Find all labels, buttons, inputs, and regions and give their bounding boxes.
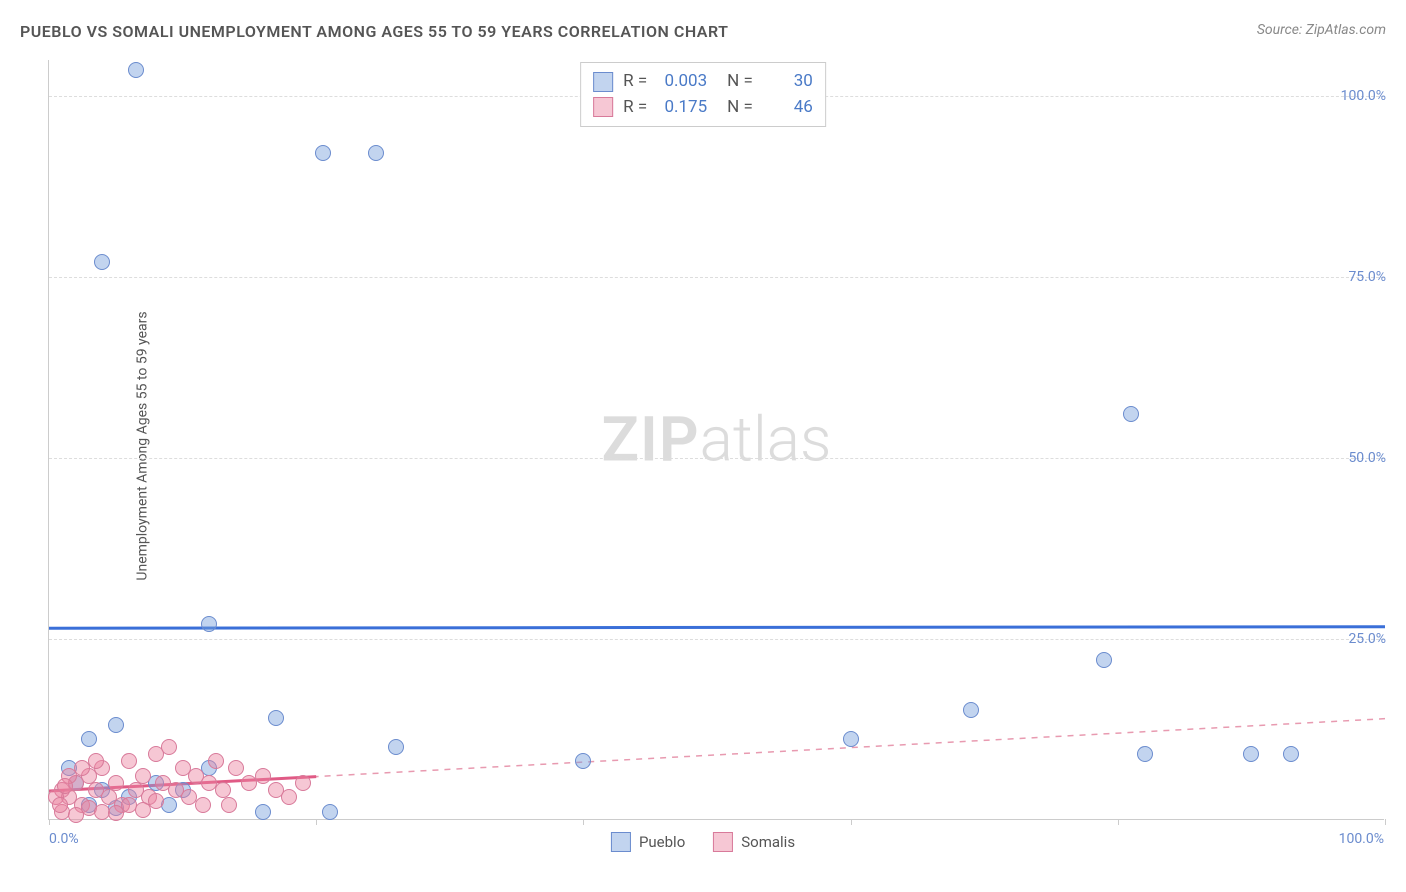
trend-line (49, 627, 1385, 628)
scatter-point (368, 145, 384, 161)
legend-n-label: N = (727, 69, 753, 95)
scatter-point (255, 768, 271, 784)
legend-swatch (593, 97, 613, 117)
x-tick (583, 819, 584, 825)
scatter-point (52, 797, 68, 813)
scatter-point (1123, 406, 1139, 422)
scatter-point (228, 760, 244, 776)
legend-series-label: Somalis (741, 833, 795, 851)
grid-line (49, 277, 1384, 278)
scatter-point (575, 753, 591, 769)
legend-r-label: R = (623, 69, 647, 95)
scatter-point (88, 753, 104, 769)
legend-stats: R = 0.003 N = 30 R = 0.175 N = 46 (580, 62, 826, 127)
scatter-point (322, 804, 338, 820)
plot-area: ZIPatlas 0.0% 100.0% 25.0%50.0%75.0%100.… (48, 60, 1384, 820)
legend-r-label: R = (623, 95, 647, 121)
scatter-point (108, 775, 124, 791)
scatter-point (1137, 746, 1153, 762)
scatter-point (388, 739, 404, 755)
x-tick (49, 819, 50, 825)
scatter-point (295, 775, 311, 791)
legend-series-item: Pueblo (611, 832, 685, 852)
scatter-point (1096, 652, 1112, 668)
legend-r-value: 0.175 (657, 95, 707, 121)
scatter-point (161, 739, 177, 755)
legend-r-value: 0.003 (657, 69, 707, 95)
scatter-point (315, 145, 331, 161)
scatter-point (255, 804, 271, 820)
scatter-point (108, 717, 124, 733)
y-tick-label: 75.0% (1348, 269, 1386, 285)
scatter-point (268, 710, 284, 726)
x-tick (1385, 819, 1386, 825)
legend-n-value: 46 (763, 95, 813, 121)
x-axis-max-label: 100.0% (1339, 831, 1384, 847)
scatter-point (57, 778, 73, 794)
scatter-point (148, 793, 164, 809)
legend-stats-row: R = 0.175 N = 46 (593, 95, 813, 121)
scatter-point (963, 702, 979, 718)
legend-series-item: Somalis (713, 832, 795, 852)
legend-stats-row: R = 0.003 N = 30 (593, 69, 813, 95)
watermark: ZIPatlas (602, 403, 832, 476)
x-tick (316, 819, 317, 825)
scatter-point (221, 797, 237, 813)
legend-n-value: 30 (763, 69, 813, 95)
x-tick (1118, 819, 1119, 825)
scatter-point (121, 753, 137, 769)
x-axis-min-label: 0.0% (49, 831, 79, 847)
scatter-point (1283, 746, 1299, 762)
y-tick-label: 50.0% (1348, 450, 1386, 466)
legend-swatch (611, 832, 631, 852)
scatter-point (1243, 746, 1259, 762)
scatter-point (135, 768, 151, 784)
legend-swatch (713, 832, 733, 852)
grid-line (49, 458, 1384, 459)
scatter-point (281, 789, 297, 805)
scatter-point (843, 731, 859, 747)
scatter-point (208, 753, 224, 769)
legend-series-label: Pueblo (639, 833, 685, 851)
source-label: Source: ZipAtlas.com (1257, 22, 1386, 38)
legend-n-label: N = (727, 95, 753, 121)
scatter-point (201, 616, 217, 632)
scatter-point (128, 62, 144, 78)
grid-line (49, 639, 1384, 640)
legend-swatch (593, 72, 613, 92)
y-tick-label: 100.0% (1341, 88, 1386, 104)
y-tick-label: 25.0% (1348, 631, 1386, 647)
legend-series: Pueblo Somalis (611, 832, 795, 852)
x-tick (851, 819, 852, 825)
scatter-point (81, 731, 97, 747)
scatter-point (94, 254, 110, 270)
chart-title: PUEBLO VS SOMALI UNEMPLOYMENT AMONG AGES… (20, 22, 728, 41)
scatter-point (195, 797, 211, 813)
